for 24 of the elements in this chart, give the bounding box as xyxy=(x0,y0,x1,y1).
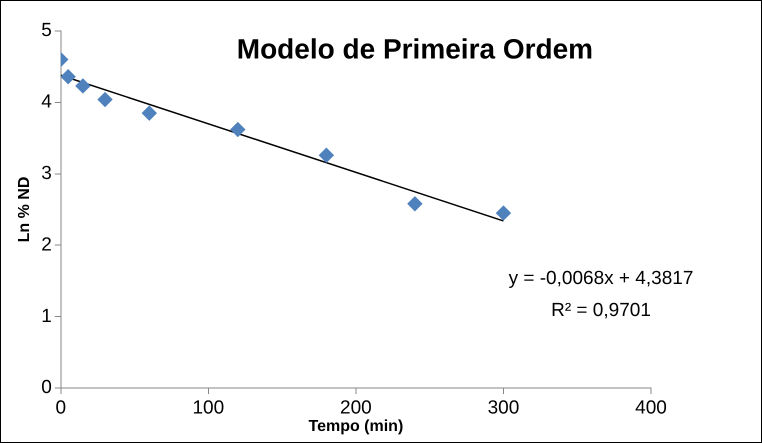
point xyxy=(98,92,113,108)
point xyxy=(496,206,511,221)
x-tick-label: 100 xyxy=(192,398,224,419)
y-tick-label: 2 xyxy=(41,234,52,256)
x-tick-label: 400 xyxy=(635,398,667,419)
y-tick-label: 0 xyxy=(41,377,52,398)
x-tick-label: 300 xyxy=(488,398,520,419)
annotation: R² = 0,9701 xyxy=(551,300,651,322)
x-axis-title: Tempo (min) xyxy=(308,418,404,435)
point xyxy=(75,78,90,94)
point xyxy=(230,122,246,138)
x-tick-label: 200 xyxy=(340,398,372,419)
chart-title: Modelo de Primeira Ordem xyxy=(236,34,594,65)
point xyxy=(407,196,422,212)
y-tick-label: 5 xyxy=(41,20,52,42)
annotation: y = -0,0068x + 4,3817 xyxy=(508,268,694,290)
point xyxy=(60,69,76,84)
y-tick-label: 3 xyxy=(41,163,52,184)
y-tick-label: 4 xyxy=(41,92,52,113)
y-tick-label: 1 xyxy=(41,306,52,327)
x-tick-label: 0 xyxy=(55,398,66,419)
point xyxy=(318,148,334,163)
y-axis-title: Ln % ND xyxy=(16,176,34,242)
point xyxy=(142,106,157,121)
